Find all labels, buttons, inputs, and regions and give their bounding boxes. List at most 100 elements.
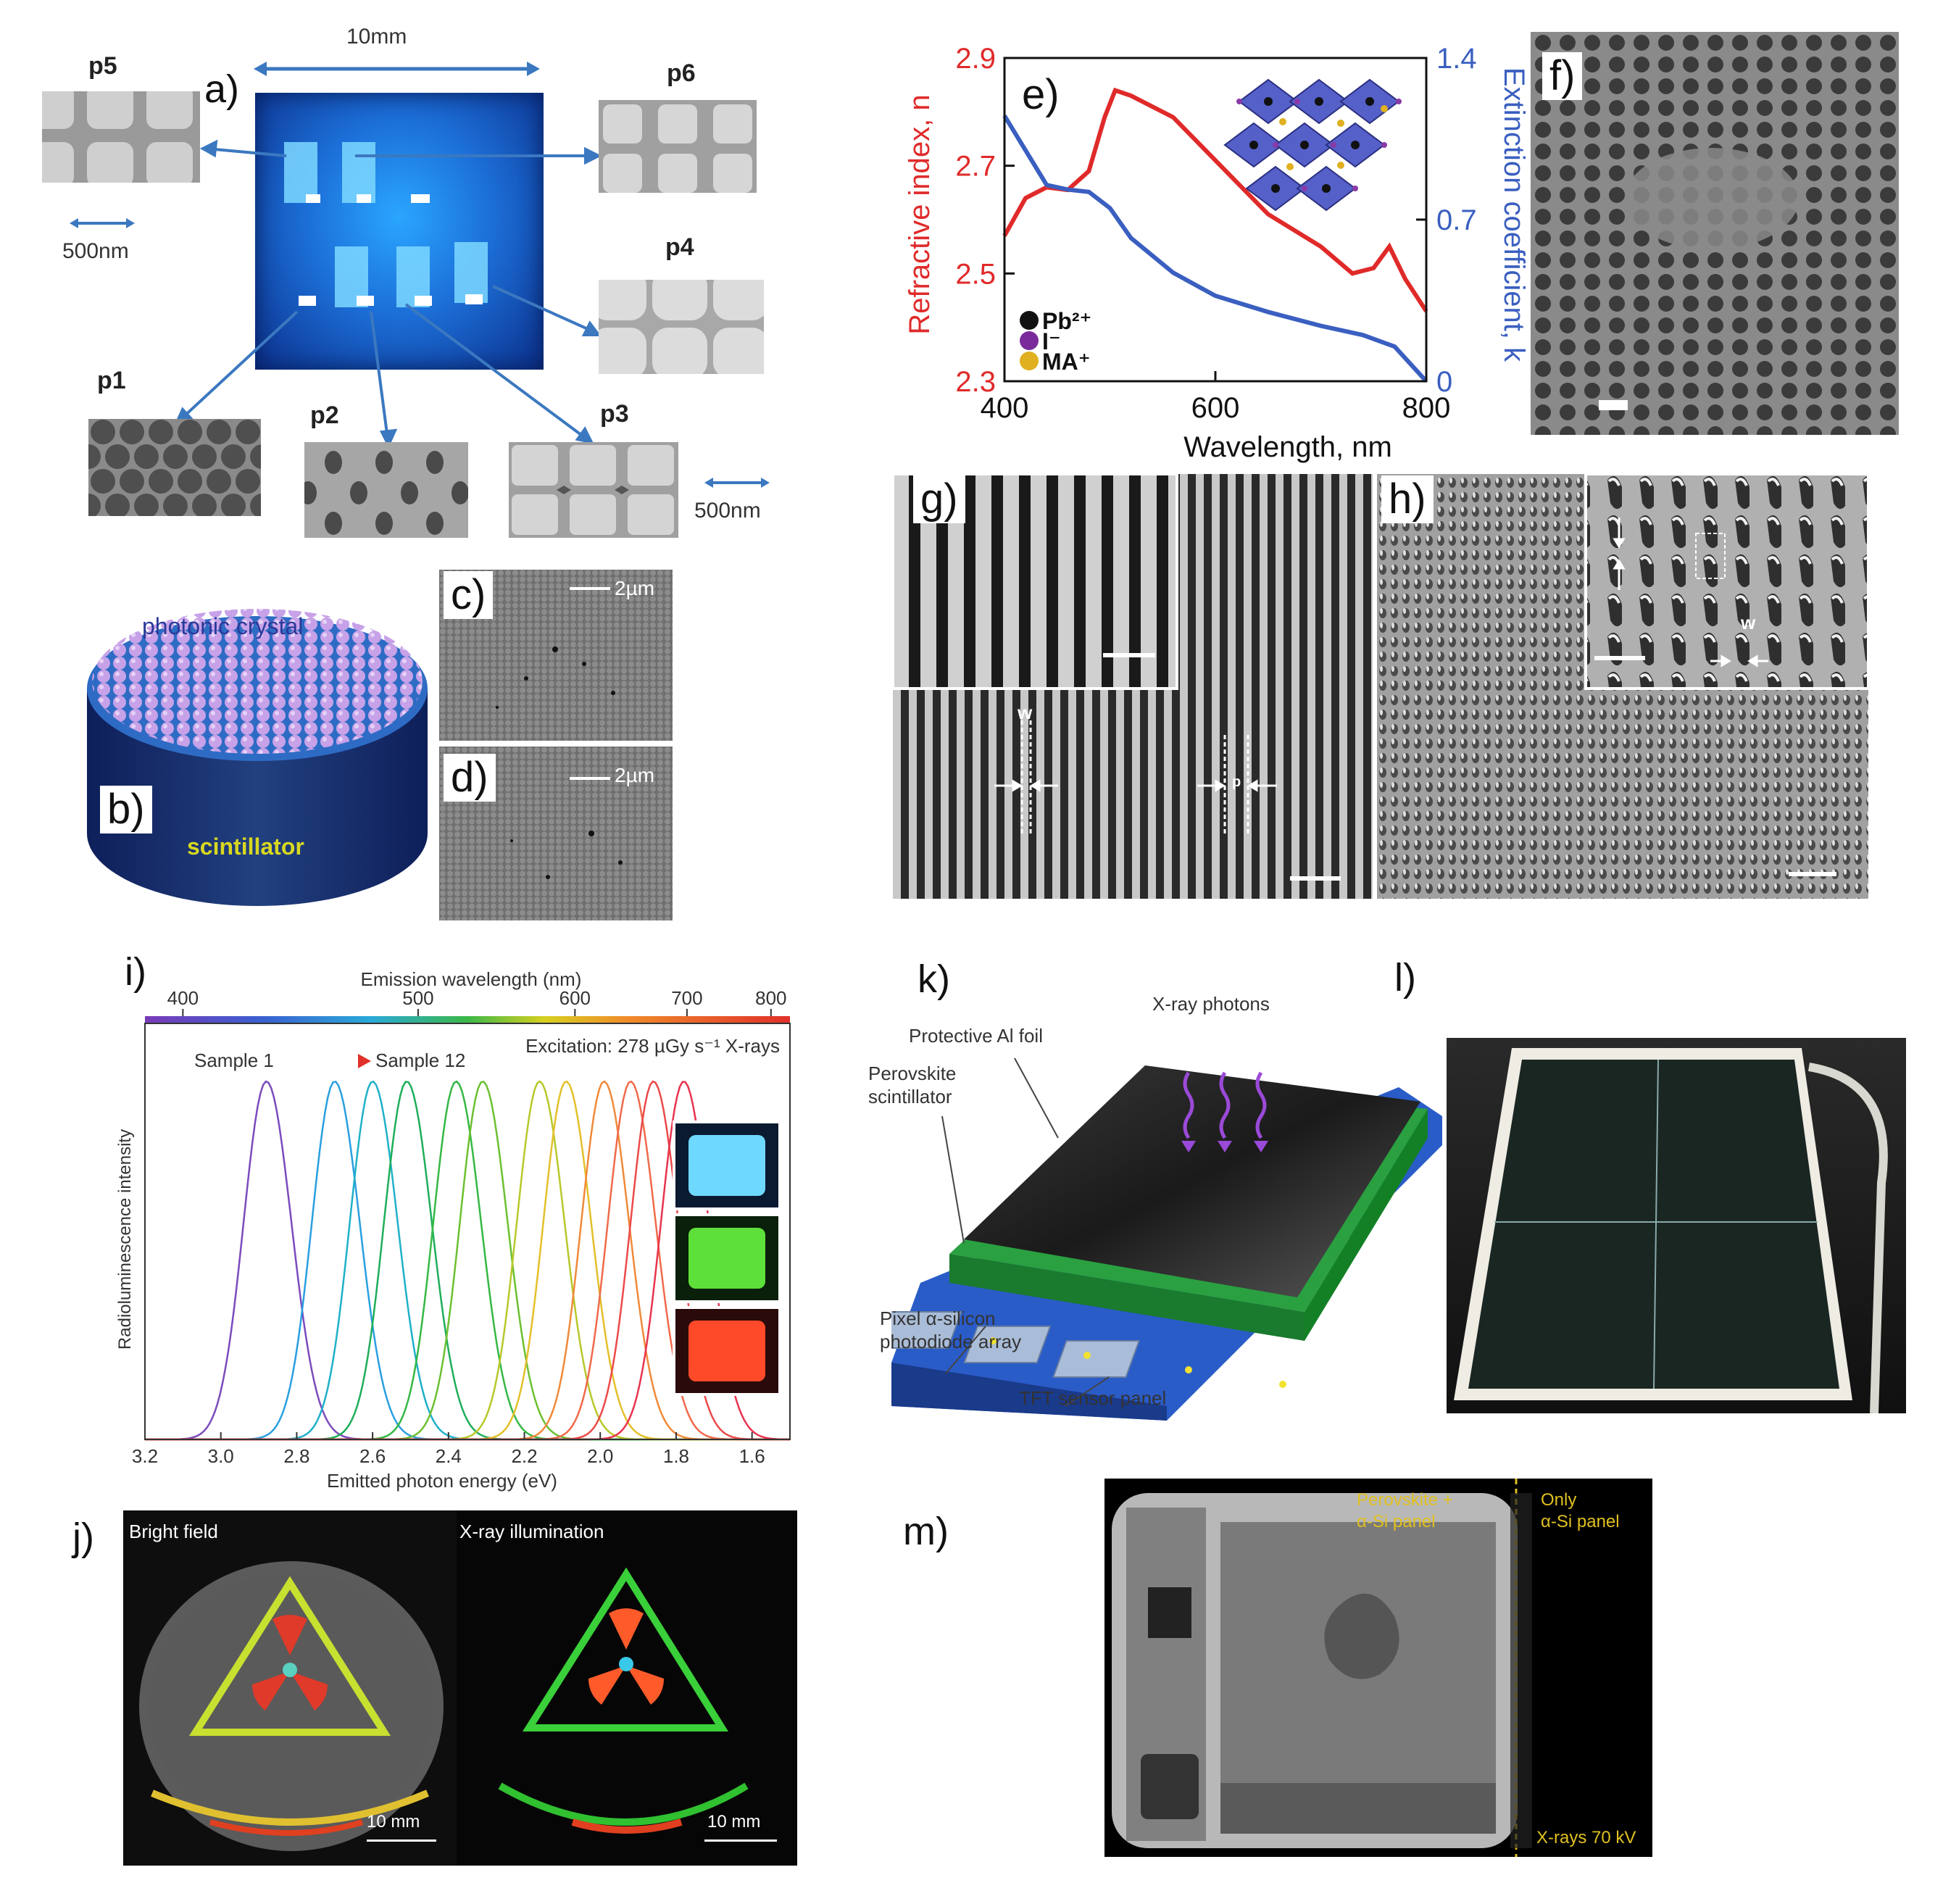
panel-g-w: w xyxy=(1018,702,1033,723)
panel-i-label: i) xyxy=(125,950,146,994)
panel-g-p: p xyxy=(1232,774,1241,790)
m-right-label-2: α-Si panel xyxy=(1541,1512,1620,1531)
panel-c-label: c) xyxy=(444,571,494,619)
panel-h-w: w xyxy=(1741,612,1756,633)
label-perovskite-1: Perovskite xyxy=(868,1063,957,1084)
chart-i-top-tick-label: 800 xyxy=(755,987,786,1009)
tag-p5: p5 xyxy=(88,52,117,80)
chart-i-top-axis-title: Emission wavelength (nm) xyxy=(361,968,582,990)
label-xray-photons: X-ray photons xyxy=(1152,993,1270,1015)
chart-e: Refractive index, n Extinction coefficie… xyxy=(904,43,1530,463)
photo-flat-panel-detector xyxy=(1447,1038,1906,1413)
sample-arrow-head xyxy=(358,1054,371,1068)
panel-a-label: a) xyxy=(204,67,240,111)
sem-p3 xyxy=(509,442,678,538)
chart-e-ytick-label: 2.7 xyxy=(955,151,996,183)
spectrum-color-bar xyxy=(145,1016,790,1023)
chart-i-top-tick-label: 600 xyxy=(559,987,591,1009)
panel-l-label: l) xyxy=(1394,956,1416,999)
chart-e-xlabel: Wavelength, nm xyxy=(1183,431,1392,463)
sample-photo xyxy=(255,93,544,370)
chart-e-xtick-label: 600 xyxy=(1191,392,1240,424)
m-left-label-1: Perovskite + xyxy=(1357,1490,1453,1510)
chart-i: Emission wavelength (nm) 400 500 600 700 800… xyxy=(115,968,791,1492)
panel-d-scale: 2µm xyxy=(615,764,655,786)
chart-i-sample-start: Sample 1 xyxy=(194,1049,274,1071)
chart-i-xtick-label: 2.8 xyxy=(283,1445,309,1467)
chart-i-xtick-label: 2.6 xyxy=(359,1445,386,1467)
chart-e-legend: Pb²⁺ I⁻ MA⁺ xyxy=(1020,308,1091,375)
label-pixel-1: Pixel α-silicon xyxy=(880,1308,996,1329)
scale-label-500nm-right: 500nm xyxy=(694,499,761,523)
panel-g-label: g) xyxy=(913,475,965,523)
sem-p1 xyxy=(88,419,261,516)
chart-e-ytick-label: 2.5 xyxy=(955,258,996,290)
chart-i-top-tick-label: 500 xyxy=(402,987,433,1009)
photonic-crystal-text: photonic crystal xyxy=(142,613,304,639)
scale-arrow-500nm-left xyxy=(70,218,135,228)
detector-stack-diagram xyxy=(891,1057,1442,1421)
sem-p5 xyxy=(42,91,200,183)
series-refractive-index xyxy=(1002,87,1428,313)
chart-e-xtick-label: 800 xyxy=(1402,392,1451,424)
m-right-label-1: Only xyxy=(1541,1490,1577,1510)
chart-i-xtick-label: 2.2 xyxy=(511,1445,537,1467)
scale-label-10mm: 10mm xyxy=(346,25,407,49)
chart-i-xtick-label: 2.4 xyxy=(436,1445,462,1467)
chart-i-xtick-label: 1.8 xyxy=(663,1445,689,1467)
chart-i-xlabel: Emitted photon energy (eV) xyxy=(327,1470,557,1492)
sem-p6 xyxy=(599,100,757,193)
chart-i-xtick-label: 2.0 xyxy=(587,1445,613,1467)
scintillator-text: scintillator xyxy=(187,833,304,860)
sem-p2 xyxy=(304,442,468,538)
chart-e-ytick-label: 2.9 xyxy=(955,43,996,75)
chart-e-y2tick-label: 0 xyxy=(1436,366,1452,398)
tag-p3: p3 xyxy=(600,400,629,428)
photo-bright-field xyxy=(123,1510,457,1866)
chart-i-sample-end: Sample 12 xyxy=(375,1049,465,1071)
panel-b-label: b) xyxy=(100,786,152,833)
legend-i: I⁻ xyxy=(1042,328,1061,354)
chart-i-ylabel: Radioluminescence intensity xyxy=(115,1129,135,1350)
panel-c-scale: 2µm xyxy=(615,577,655,599)
panel-e-label: e) xyxy=(1022,71,1060,118)
scintillator-cylinder xyxy=(87,609,428,906)
tag-p6: p6 xyxy=(667,59,696,87)
panel-k-label: k) xyxy=(918,957,950,1001)
xray-illumination-title: X-ray illumination xyxy=(459,1521,604,1542)
panel-m-label: m) xyxy=(903,1510,949,1553)
scale-label-500nm-left: 500nm xyxy=(62,239,129,263)
chart-e-xtick-label: 400 xyxy=(981,392,1029,424)
legend-ma: MA⁺ xyxy=(1042,349,1091,375)
chart-e-y2tick-label: 1.4 xyxy=(1436,43,1477,75)
chart-i-xtick-label: 1.6 xyxy=(739,1445,765,1467)
sem-panel-f xyxy=(1531,32,1899,435)
tag-p2: p2 xyxy=(310,402,339,429)
panel-j-label: j) xyxy=(72,1516,94,1559)
panel-d-label: d) xyxy=(444,754,496,802)
photo-xray-illumination xyxy=(457,1510,797,1866)
sem-p4 xyxy=(599,280,764,374)
label-tft: TFT sensor panel xyxy=(1019,1387,1167,1409)
xray-image-smartphone xyxy=(1104,1479,1652,1857)
chart-e-y2tick-label: 0.7 xyxy=(1436,204,1477,236)
chart-e-y2label: Extinction coefficient, k xyxy=(1498,67,1530,362)
bright-field-scale: 10 mm xyxy=(367,1812,420,1832)
m-kv-label: X-rays 70 kV xyxy=(1536,1828,1636,1847)
xray-scale: 10 mm xyxy=(707,1812,761,1832)
label-al-foil: Protective Al foil xyxy=(909,1025,1043,1047)
chart-e-ylabel: Refractive index, n xyxy=(904,94,936,334)
label-pixel-2: photodiode array xyxy=(880,1331,1022,1352)
chart-i-xtick-label: 3.2 xyxy=(132,1445,158,1467)
scale-arrow-500nm-right xyxy=(704,478,770,488)
chart-i-excitation: Excitation: 278 µGy s⁻¹ X-rays xyxy=(525,1035,780,1057)
series-extinction-coefficient xyxy=(1002,115,1428,383)
m-left-label-2: α-Si panel xyxy=(1357,1512,1436,1531)
chart-i-top-tick-label: 400 xyxy=(167,987,199,1009)
tag-p4: p4 xyxy=(665,233,694,261)
sem-panel-g xyxy=(893,474,1373,899)
tag-p1: p1 xyxy=(97,367,126,394)
perovskite-crystal-icon xyxy=(1223,78,1402,212)
panel-f-label: f) xyxy=(1542,52,1583,100)
scale-arrow-10mm xyxy=(254,62,540,76)
